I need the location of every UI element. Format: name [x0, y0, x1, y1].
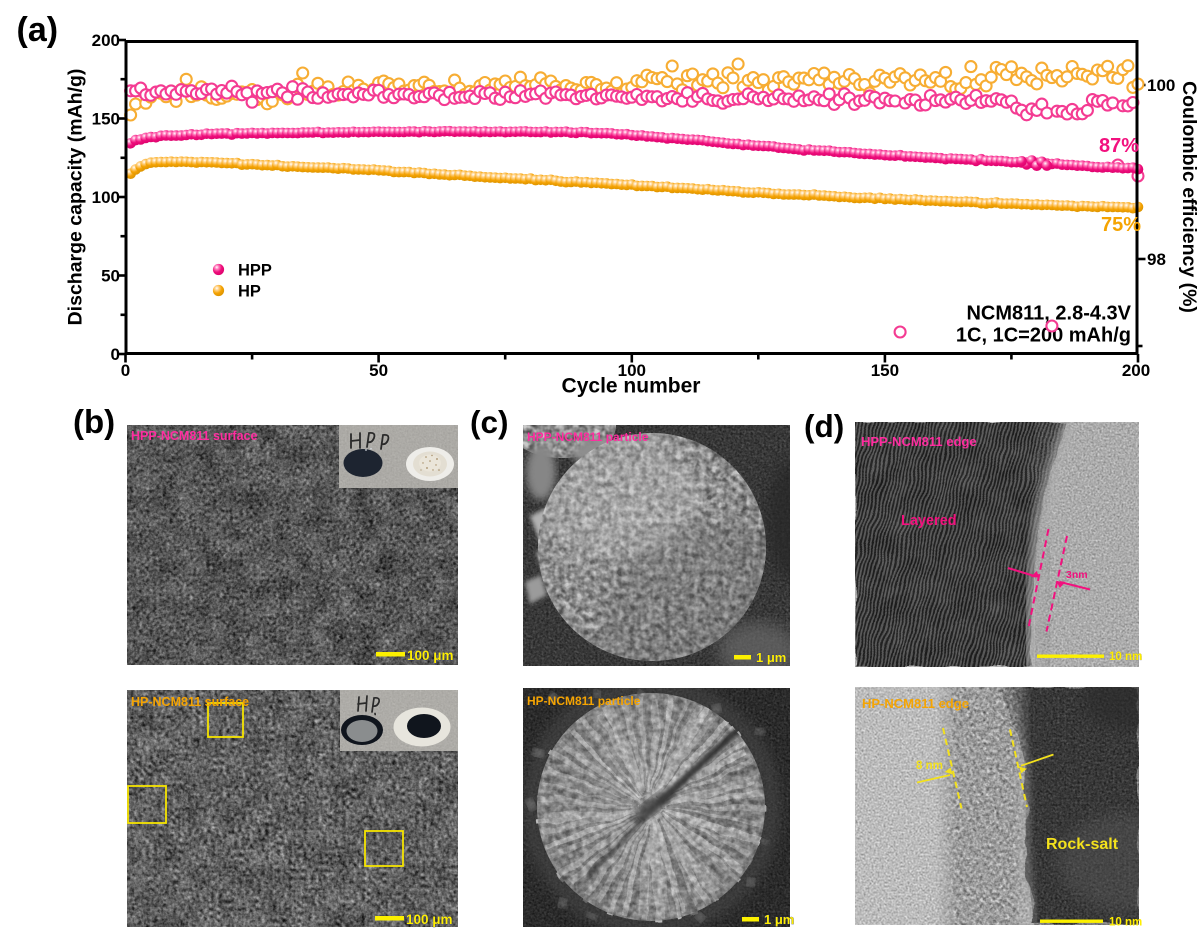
svg-text:98: 98 — [1147, 250, 1166, 269]
svg-text:Cycle number: Cycle number — [562, 375, 701, 398]
svg-text:150: 150 — [871, 361, 899, 380]
svg-text:200: 200 — [1122, 361, 1150, 380]
svg-text:100 μm: 100 μm — [406, 912, 453, 927]
svg-text:HP-NCM811 surface: HP-NCM811 surface — [131, 695, 249, 709]
svg-text:8 nm: 8 nm — [916, 760, 943, 772]
svg-text:1C, 1C=200 mAh/g: 1C, 1C=200 mAh/g — [956, 325, 1131, 347]
svg-text:100: 100 — [1147, 76, 1175, 95]
svg-text:50: 50 — [369, 361, 388, 380]
svg-text:Coulombic efficiency (%): Coulombic efficiency (%) — [1178, 81, 1200, 313]
svg-text:100: 100 — [92, 188, 120, 207]
svg-text:75%: 75% — [1101, 214, 1141, 236]
svg-text:HPP-NCM811 surface: HPP-NCM811 surface — [131, 429, 257, 443]
svg-text:HP-NCM811 edge: HP-NCM811 edge — [862, 696, 969, 711]
svg-text:HPP-NCM811 edge: HPP-NCM811 edge — [861, 434, 977, 449]
svg-text:HPP: HPP — [238, 262, 272, 280]
svg-text:HP-NCM811 particle: HP-NCM811 particle — [527, 694, 641, 708]
svg-text:100: 100 — [618, 361, 646, 380]
svg-text:100 μm: 100 μm — [407, 648, 454, 663]
svg-text:Discharge capacity (mAh/g): Discharge capacity (mAh/g) — [65, 69, 87, 326]
svg-text:3nm: 3nm — [1066, 569, 1088, 581]
svg-text:HPP-NCM811 particle: HPP-NCM811 particle — [527, 430, 649, 444]
svg-text:1 μm: 1 μm — [764, 912, 794, 927]
svg-text:HP: HP — [238, 283, 261, 301]
svg-text:87%: 87% — [1099, 135, 1139, 157]
svg-text:50: 50 — [101, 267, 120, 286]
svg-text:1 μm: 1 μm — [756, 650, 786, 665]
svg-text:NCM811, 2.8-4.3V: NCM811, 2.8-4.3V — [966, 303, 1131, 325]
svg-text:Rock-salt: Rock-salt — [1046, 836, 1119, 853]
svg-text:200: 200 — [92, 31, 120, 50]
svg-text:(b): (b) — [73, 403, 115, 440]
svg-text:(a): (a) — [17, 11, 59, 49]
svg-text:10 nm: 10 nm — [1109, 917, 1142, 929]
svg-text:10 nm: 10 nm — [1109, 651, 1142, 663]
svg-text:Layered: Layered — [901, 513, 957, 529]
svg-text:0: 0 — [121, 361, 130, 380]
svg-text:0: 0 — [111, 345, 120, 364]
svg-text:(d): (d) — [804, 408, 844, 444]
svg-text:150: 150 — [92, 110, 120, 129]
svg-text:(c): (c) — [470, 404, 509, 440]
